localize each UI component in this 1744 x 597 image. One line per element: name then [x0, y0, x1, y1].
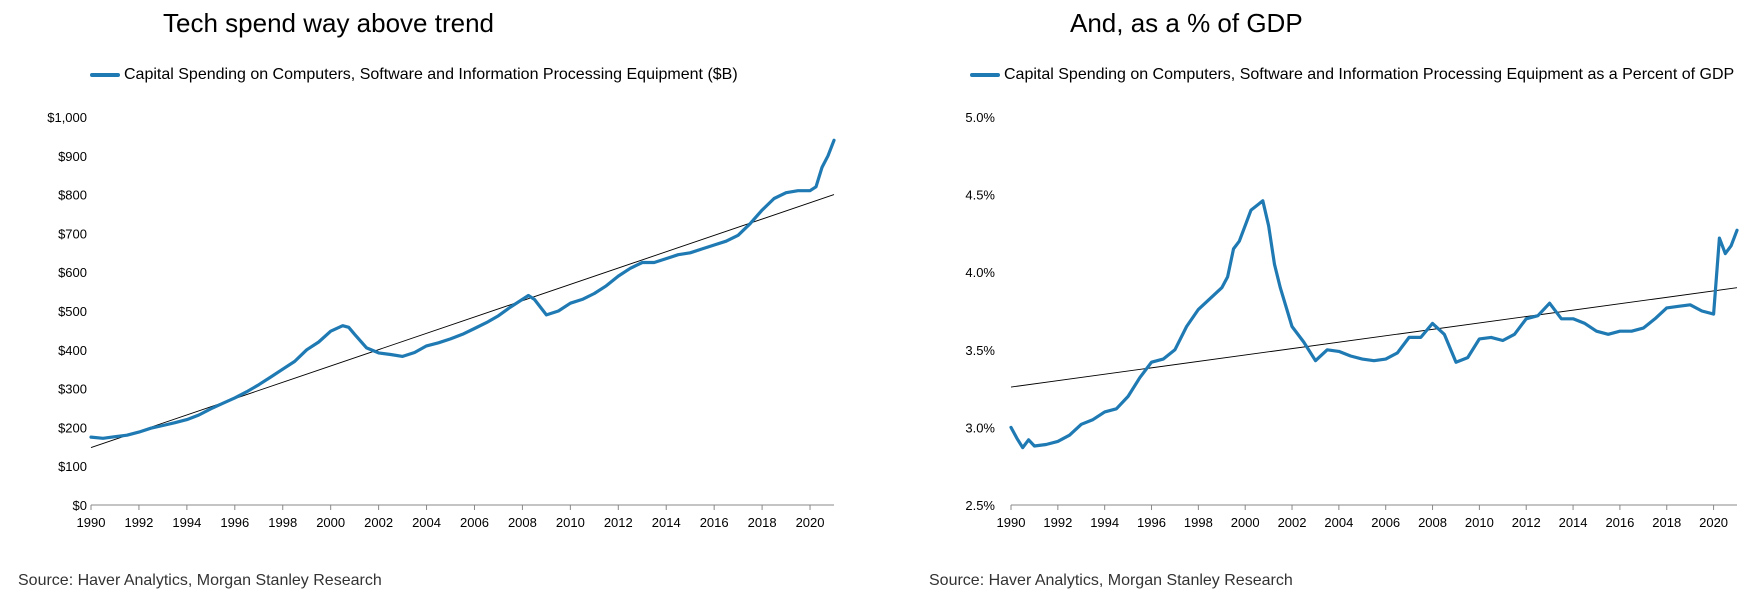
- legend: Capital Spending on Computers, Software …: [970, 66, 1734, 84]
- y-tick-label: $0: [73, 498, 87, 513]
- y-tick-label: $300: [58, 382, 87, 397]
- y-tick-label: $800: [58, 188, 87, 203]
- chart-panel-left: Tech spend way above trend Capital Spend…: [18, 8, 836, 589]
- y-tick-label: $100: [58, 459, 87, 474]
- x-tick-label: 2010: [1465, 515, 1494, 530]
- legend-swatch: [90, 73, 120, 77]
- x-tick-label: 1998: [268, 515, 297, 530]
- y-tick-label: 3.0%: [965, 420, 995, 435]
- x-tick-label: 2014: [1559, 515, 1588, 530]
- x-tick-label: 1994: [1090, 515, 1119, 530]
- x-tick-label: 1994: [172, 515, 201, 530]
- x-tick-label: 2014: [652, 515, 681, 530]
- x-tick-label: 2020: [1699, 515, 1728, 530]
- x-tick-label: 2000: [316, 515, 345, 530]
- x-tick-label: 1998: [1184, 515, 1213, 530]
- legend-label: Capital Spending on Computers, Software …: [1004, 66, 1735, 83]
- x-tick-label: 1996: [1137, 515, 1166, 530]
- source-note: Source: Haver Analytics, Morgan Stanley …: [18, 572, 382, 589]
- chart-title: And, as a % of GDP: [1070, 8, 1303, 38]
- y-tick-label: $200: [58, 420, 87, 435]
- legend-label: Capital Spending on Computers, Software …: [124, 66, 738, 83]
- chart-plot-area: $0 $100 $200 $300 $400 $500 $600 $700 $800 $900 $1…: [47, 110, 836, 530]
- x-tick-label: 1992: [124, 515, 153, 530]
- legend-swatch: [970, 73, 1000, 77]
- y-tick-label: 5.0%: [965, 110, 995, 125]
- y-tick-label: 4.5%: [965, 188, 995, 203]
- y-tick-label: $700: [58, 226, 87, 241]
- x-tick-label: 2012: [1512, 515, 1541, 530]
- chart-panel-right: And, as a % of GDP Capital Spending on C…: [880, 0, 1744, 597]
- y-tick-label: $500: [58, 304, 87, 319]
- series-line: [89, 138, 836, 440]
- y-tick-label: $600: [58, 265, 87, 280]
- y-tick-label: $1,000: [47, 110, 87, 125]
- x-tick-label: 2000: [1231, 515, 1260, 530]
- x-tick-label: 2018: [1652, 515, 1681, 530]
- y-tick-label: 3.5%: [965, 343, 995, 358]
- y-tick-label: 4.0%: [965, 265, 995, 280]
- y-tick-label: 2.5%: [965, 498, 995, 513]
- x-tick-label: 2016: [1605, 515, 1634, 530]
- x-tick-label: 2002: [364, 515, 393, 530]
- x-tick-label: 2004: [412, 515, 441, 530]
- chart-plot-area: 2.5% 3.0% 3.5% 4.0% 4.5% 5.0% 1990 1992 1994 1996…: [965, 110, 1739, 530]
- x-tick-label: 2012: [604, 515, 633, 530]
- y-tick-label: $900: [58, 149, 87, 164]
- x-tick-label: 2018: [748, 515, 777, 530]
- x-tick-label: 1996: [220, 515, 249, 530]
- x-tick-label: 2002: [1278, 515, 1307, 530]
- trend-line: [90, 194, 835, 449]
- x-tick-label: 2006: [1371, 515, 1400, 530]
- x-tick-label: 1992: [1043, 515, 1072, 530]
- trend-line: [1010, 287, 1738, 388]
- series-line: [1009, 199, 1739, 450]
- chart-title: Tech spend way above trend: [163, 8, 494, 38]
- x-tick-label: 1990: [77, 515, 106, 530]
- x-tick-label: 2008: [508, 515, 537, 530]
- source-note: Source: Haver Analytics, Morgan Stanley …: [929, 572, 1293, 589]
- x-tick-label: 2008: [1418, 515, 1447, 530]
- x-tick-label: 2020: [796, 515, 825, 530]
- legend: Capital Spending on Computers, Software …: [90, 66, 738, 84]
- x-tick-label: 1990: [997, 515, 1026, 530]
- x-tick-label: 2016: [700, 515, 729, 530]
- x-tick-label: 2010: [556, 515, 585, 530]
- x-tick-label: 2004: [1324, 515, 1353, 530]
- x-tick-label: 2006: [460, 515, 489, 530]
- y-tick-label: $400: [58, 343, 87, 358]
